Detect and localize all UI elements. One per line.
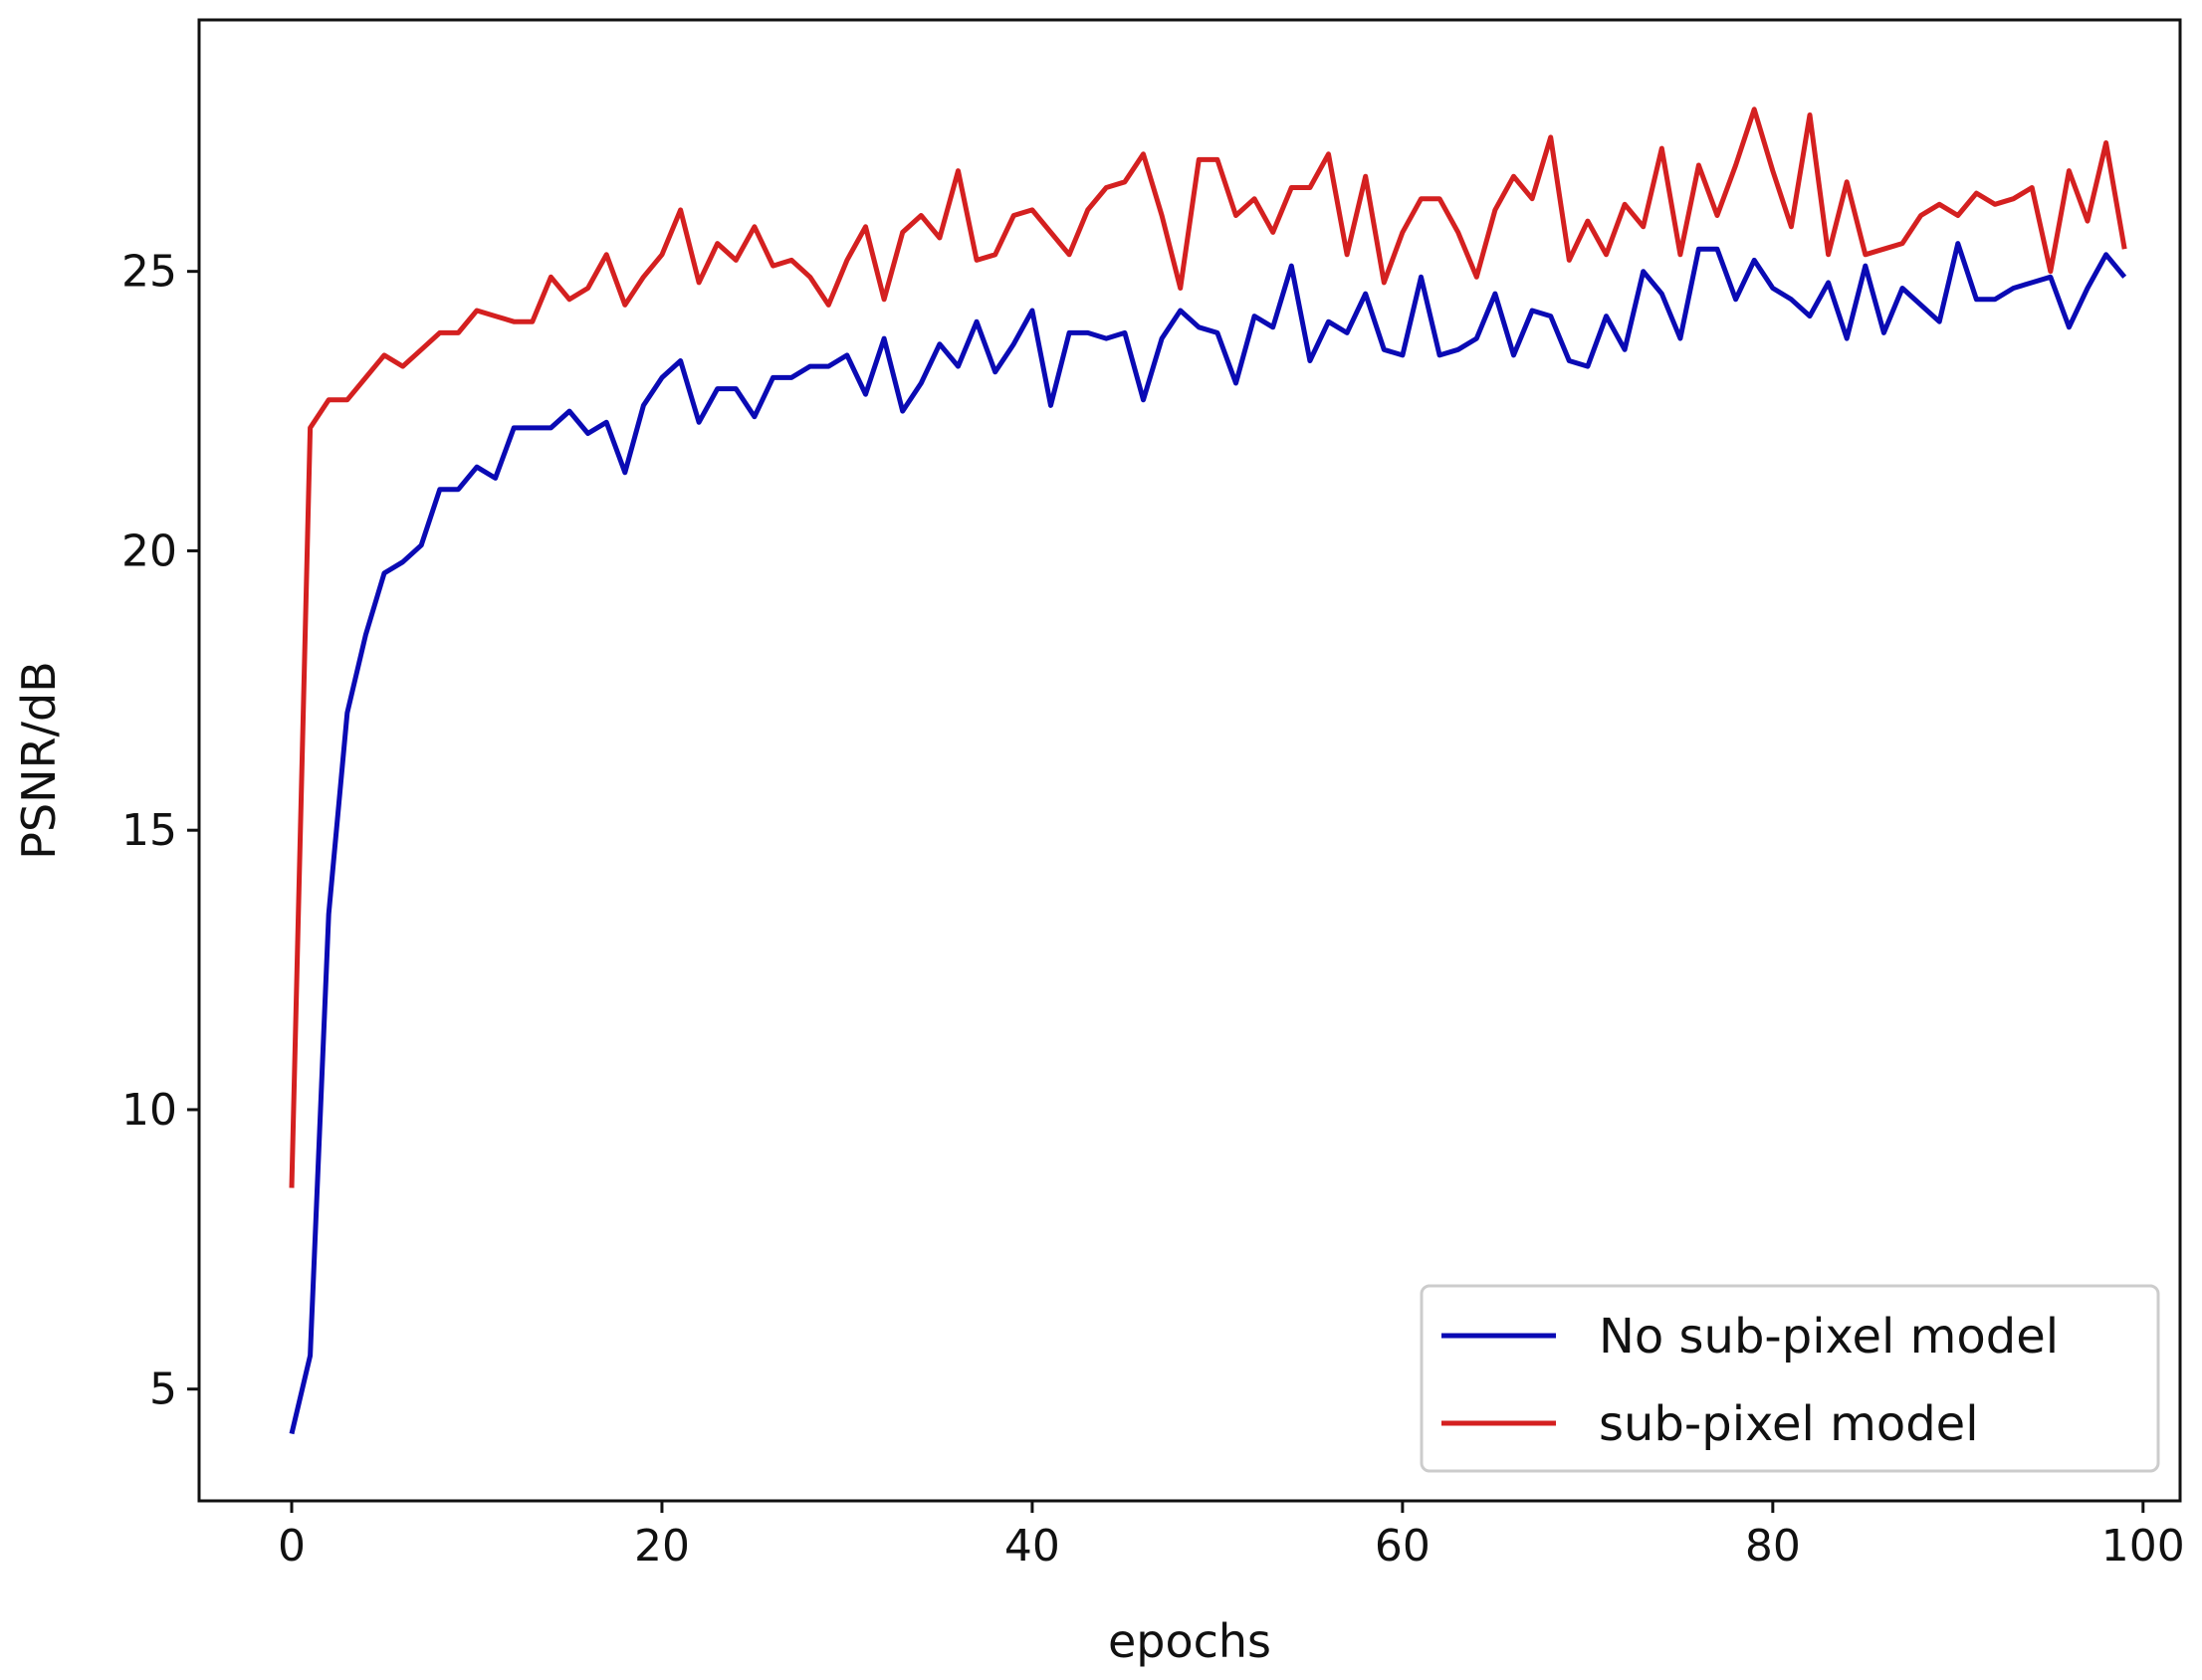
series-line-no-sub-pixel-model	[289, 241, 2127, 1435]
legend-label-sub-pixel-model: sub-pixel model	[1599, 1396, 1979, 1452]
series-layer	[289, 106, 2127, 1435]
y-tick-label: 25	[121, 247, 177, 298]
x-tick-label: 80	[1745, 1521, 1801, 1572]
y-tick-label: 20	[121, 525, 177, 576]
legend-label-no-sub-pixel-model: No sub-pixel model	[1599, 1309, 2059, 1365]
x-tick-label: 100	[2101, 1521, 2185, 1572]
x-tick-label: 20	[634, 1521, 690, 1572]
y-tick-label: 10	[121, 1085, 177, 1136]
x-axis-label: epochs	[1108, 1614, 1271, 1668]
y-axis-label: PSNR/dB	[12, 661, 66, 860]
legend: No sub-pixel model sub-pixel model	[1420, 1284, 2160, 1473]
x-tick-label: 0	[278, 1521, 306, 1572]
y-tick-label: 15	[121, 805, 177, 856]
x-axis: 0 20 40 60 80 100	[278, 1501, 2185, 1572]
y-axis: 5 10 15 20 25	[121, 247, 199, 1415]
x-tick-label: 40	[1004, 1521, 1060, 1572]
plot-frame	[197, 18, 2182, 1503]
legend-box	[1420, 1284, 2160, 1473]
series-line-sub-pixel-model	[289, 106, 2127, 1188]
x-tick-label: 60	[1375, 1521, 1431, 1572]
y-tick-label: 5	[149, 1365, 177, 1415]
